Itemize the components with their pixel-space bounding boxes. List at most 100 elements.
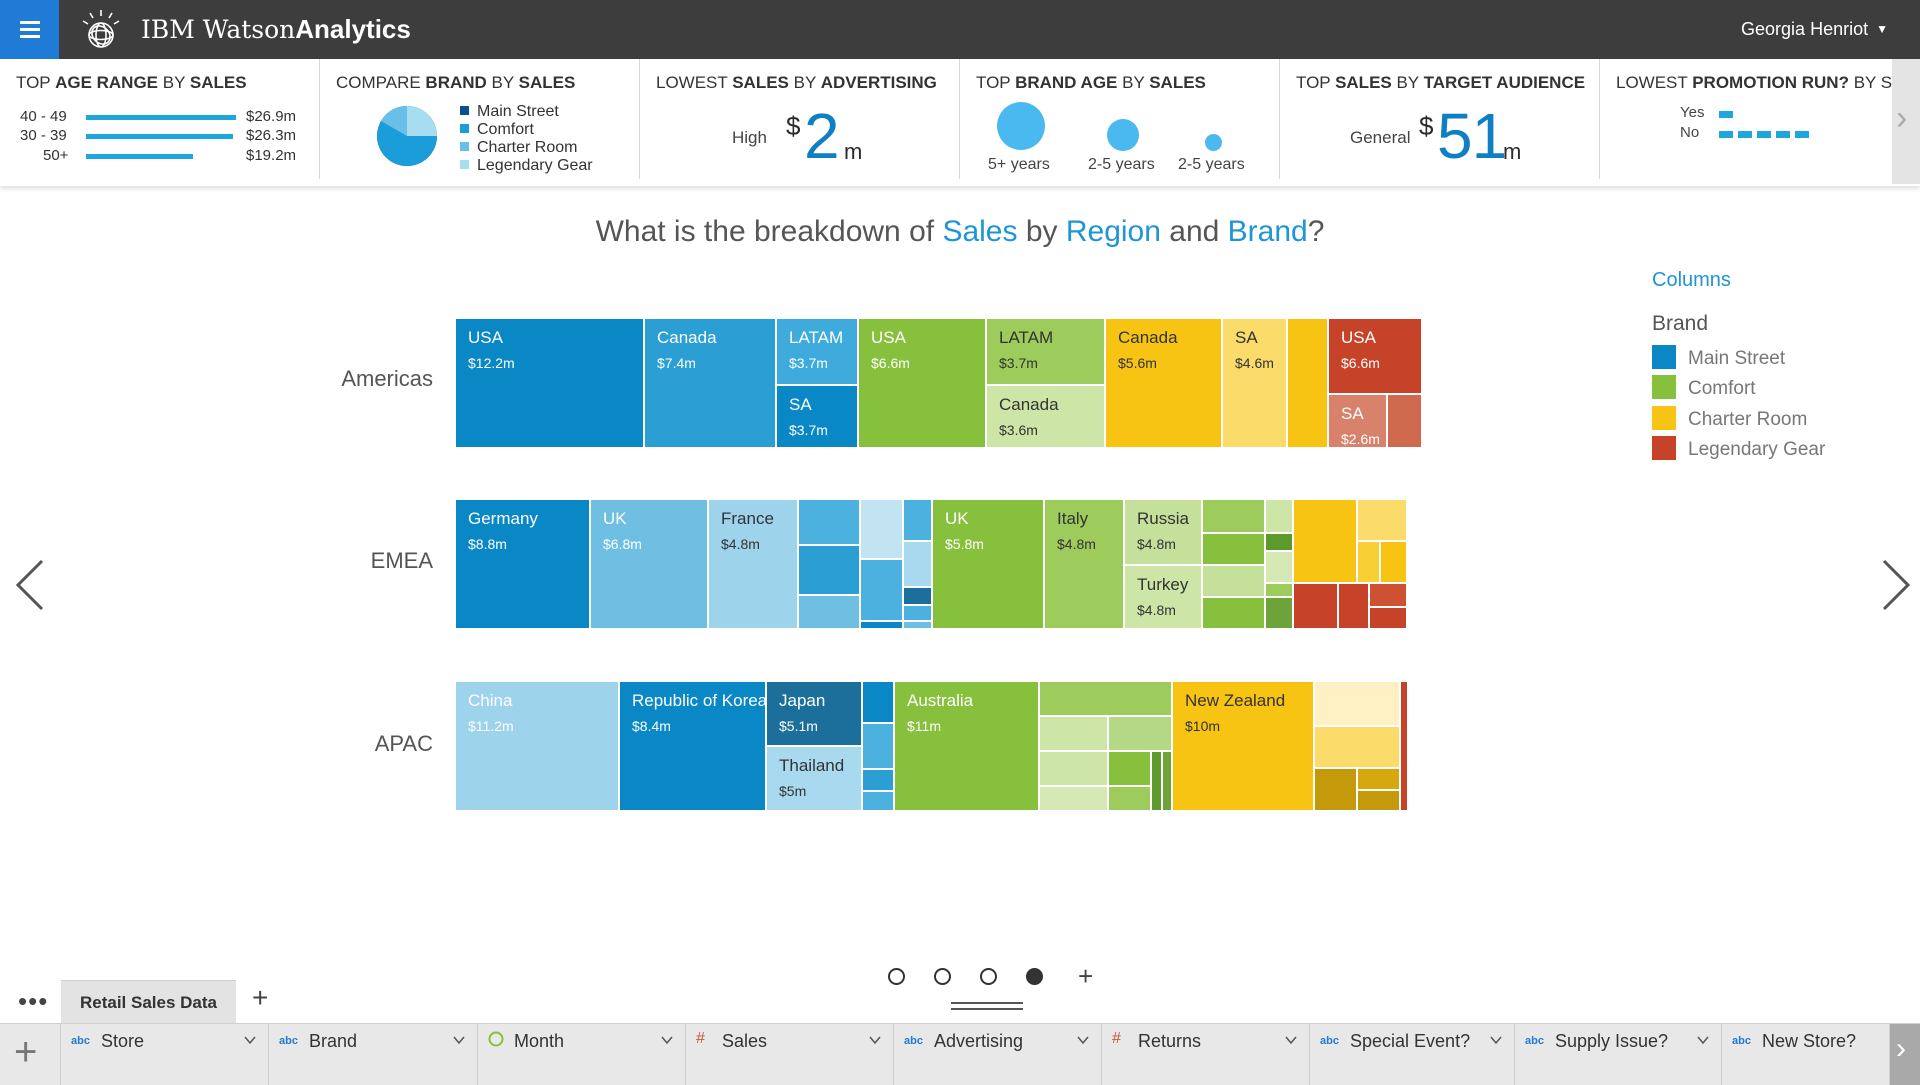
treemap-tile[interactable]: Canada $3.6m <box>986 385 1105 448</box>
treemap-tile-minor[interactable] <box>1202 597 1265 629</box>
column-header[interactable]: Month <box>478 1024 686 1085</box>
page-dot[interactable] <box>888 968 905 985</box>
treemap-tile-minor[interactable] <box>1293 499 1357 583</box>
user-menu[interactable]: Georgia Henriot ▼ <box>1741 19 1888 40</box>
columns-next-button[interactable]: › <box>1890 1024 1920 1085</box>
treemap-tile-minor[interactable] <box>1202 499 1265 533</box>
treemap-tile-minor[interactable] <box>1202 565 1265 597</box>
treemap-tile-minor[interactable] <box>1265 551 1293 583</box>
insight-card-promotion[interactable]: Lowest Promotion Run? by S Yes No <box>1600 59 1892 179</box>
legend-item-main-street[interactable]: Main Street <box>1652 345 1785 370</box>
treemap-tile-minor[interactable] <box>1039 751 1108 786</box>
treemap-tile-minor[interactable] <box>1357 790 1400 811</box>
chevron-down-icon[interactable] <box>1285 1034 1297 1046</box>
treemap-tile-minor[interactable] <box>1293 583 1338 629</box>
treemap-tile-minor[interactable] <box>798 595 860 629</box>
insights-next-button[interactable]: › <box>1892 59 1920 184</box>
treemap-tile-minor[interactable] <box>903 605 932 621</box>
treemap-tile-minor[interactable] <box>1265 533 1293 551</box>
field-region[interactable]: Region <box>1065 215 1161 248</box>
treemap-tile[interactable]: SA $4.6m <box>1222 318 1287 448</box>
treemap-tile[interactable]: LATAM $3.7m <box>986 318 1105 385</box>
treemap-tile[interactable]: LATAM $3.7m <box>776 318 858 385</box>
treemap-tile[interactable]: USA $6.6m <box>1328 318 1422 394</box>
treemap-tile[interactable]: USA $6.6m <box>858 318 986 448</box>
treemap-tile[interactable]: Canada $7.4m <box>644 318 776 448</box>
treemap-tile[interactable]: New Zealand $10m <box>1172 681 1314 811</box>
treemap-tile[interactable]: Thailand $5m <box>766 746 862 811</box>
treemap-tile-minor[interactable] <box>860 621 903 629</box>
treemap-tile-minor[interactable] <box>1265 583 1293 597</box>
treemap-tile-minor[interactable] <box>1387 394 1422 448</box>
treemap-tile-minor[interactable] <box>862 791 894 811</box>
treemap-tile[interactable]: Canada $5.6m <box>1105 318 1222 448</box>
treemap-tile[interactable]: China $11.2m <box>455 681 619 811</box>
treemap-tile-minor[interactable] <box>1202 533 1265 565</box>
treemap-tile[interactable]: Italy $4.8m <box>1044 499 1124 629</box>
treemap-tile-minor[interactable] <box>1314 681 1400 726</box>
treemap-tile[interactable]: Russia $4.8m <box>1124 499 1202 565</box>
add-slide-button[interactable]: + <box>1078 961 1094 991</box>
hamburger-menu-button[interactable] <box>0 0 59 59</box>
insight-card-brand[interactable]: Compare Brand by Sales Main Street Comfo… <box>320 59 640 179</box>
treemap-tile-minor[interactable] <box>860 559 903 621</box>
legend-item-legendary-gear[interactable]: Legendary Gear <box>1652 436 1825 461</box>
treemap-tile-minor[interactable] <box>1314 768 1357 811</box>
treemap-tile[interactable]: USA $12.2m <box>455 318 644 448</box>
chevron-down-icon[interactable] <box>244 1034 256 1046</box>
column-header[interactable]: abc Brand <box>269 1024 478 1085</box>
treemap-tile-minor[interactable] <box>1357 541 1380 583</box>
legend-item-charter-room[interactable]: Charter Room <box>1652 406 1807 431</box>
column-header[interactable]: abc Special Event? <box>1310 1024 1515 1085</box>
column-header[interactable]: abc Advertising <box>894 1024 1102 1085</box>
treemap-tile-minor[interactable] <box>1369 583 1407 607</box>
field-sales[interactable]: Sales <box>942 215 1018 248</box>
legend-item-comfort[interactable]: Comfort <box>1652 375 1756 400</box>
treemap-tile-minor[interactable] <box>1380 541 1407 583</box>
treemap-tile-minor[interactable] <box>862 769 894 791</box>
field-brand[interactable]: Brand <box>1227 215 1308 248</box>
treemap-tile-minor[interactable] <box>862 681 894 723</box>
column-header[interactable]: abc Store <box>61 1024 269 1085</box>
column-header[interactable]: # Sales <box>686 1024 894 1085</box>
column-header[interactable]: abc New Store? <box>1722 1024 1890 1085</box>
treemap-tile-minor[interactable] <box>903 541 932 587</box>
treemap-tile-minor[interactable] <box>1400 681 1408 811</box>
treemap-tile-minor[interactable] <box>1265 499 1293 533</box>
columns-link[interactable]: Columns <box>1652 269 1731 291</box>
insight-card-target-audience[interactable]: Top Sales by Target Audience General $ 5… <box>1280 59 1600 179</box>
panel-drag-handle[interactable] <box>951 1000 1023 1014</box>
treemap-tile-minor[interactable] <box>1151 751 1162 811</box>
column-header[interactable]: # Returns <box>1102 1024 1310 1085</box>
treemap-tile[interactable]: Germany $8.8m <box>455 499 590 629</box>
page-dot[interactable] <box>980 968 997 985</box>
insight-card-age-range[interactable]: Top Age Range by Sales 40 - 49 $26.9m 30… <box>0 59 320 179</box>
treemap-tile-minor[interactable] <box>860 499 903 559</box>
column-header[interactable]: abc Supply Issue? <box>1515 1024 1722 1085</box>
data-tab-retail-sales[interactable]: Retail Sales Data <box>61 980 236 1025</box>
more-options-icon[interactable]: ••• <box>18 986 49 1016</box>
chevron-down-icon[interactable] <box>1697 1034 1709 1046</box>
page-dot[interactable] <box>934 968 951 985</box>
treemap-tile[interactable]: SA $2.6m <box>1328 394 1387 448</box>
treemap-tile[interactable]: France $4.8m <box>708 499 798 629</box>
treemap-tile-minor[interactable] <box>1108 751 1151 786</box>
chevron-down-icon[interactable] <box>661 1034 673 1046</box>
treemap-tile-minor[interactable] <box>1357 768 1400 790</box>
treemap-tile-minor[interactable] <box>903 587 932 605</box>
treemap-tile[interactable]: SA $3.7m <box>776 385 858 448</box>
treemap-tile-minor[interactable] <box>1108 716 1172 751</box>
treemap-tile-minor[interactable] <box>1357 499 1407 541</box>
treemap-tile-minor[interactable] <box>1314 726 1400 768</box>
treemap-tile-minor[interactable] <box>903 499 932 541</box>
insight-card-brand-age[interactable]: Top Brand Age by Sales 5+ years 2-5 year… <box>960 59 1280 179</box>
treemap-tile[interactable]: Republic of Korea $8.4m <box>619 681 766 811</box>
treemap-tile-minor[interactable] <box>1108 786 1151 811</box>
treemap-tile-minor[interactable] <box>1369 607 1407 629</box>
treemap-tile[interactable]: Japan $5.1m <box>766 681 862 746</box>
next-slide-arrow-icon[interactable] <box>1874 555 1914 615</box>
treemap-tile-minor[interactable] <box>1039 786 1108 811</box>
treemap-tile-minor[interactable] <box>798 545 860 595</box>
treemap-tile-minor[interactable] <box>1265 597 1293 629</box>
treemap-tile-minor[interactable] <box>1162 751 1172 811</box>
